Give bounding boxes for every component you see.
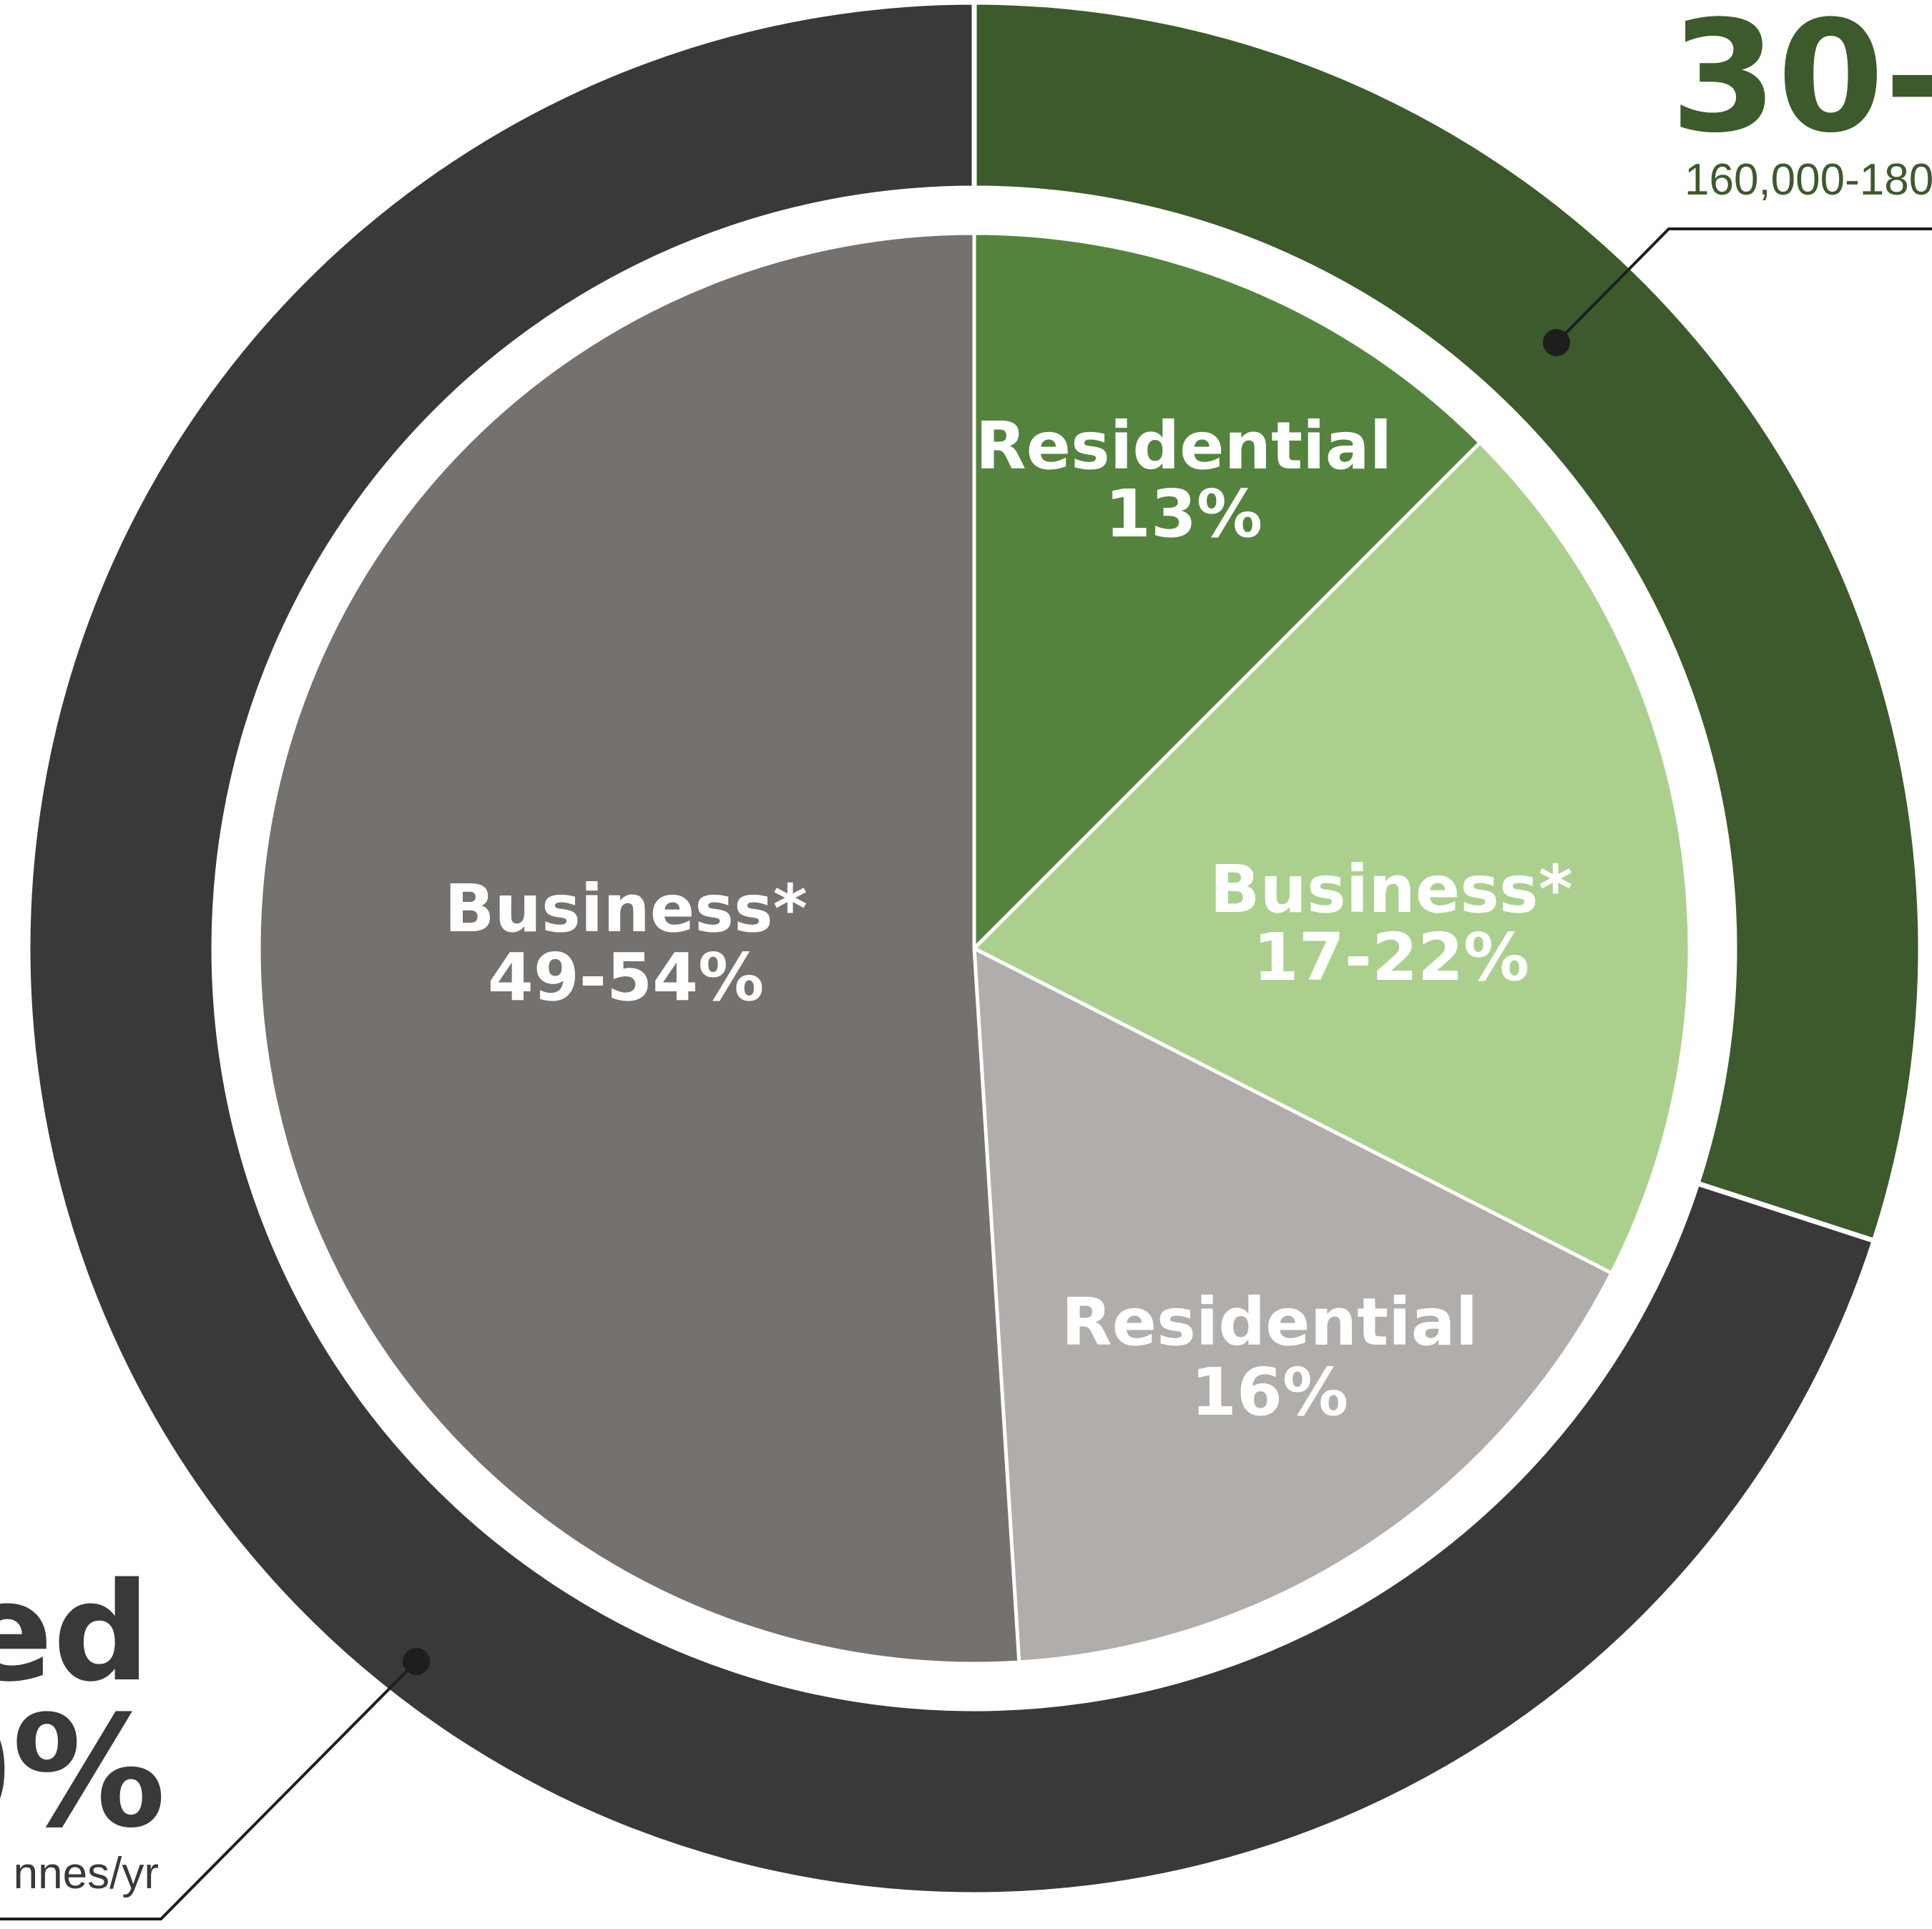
callout-top-value: 30-: [1670, 0, 1932, 167]
outer-ring: [25, 0, 1923, 1898]
pie-slice-2: [972, 946, 1614, 1664]
callout-top-right: 30- 160,000-180: [1543, 0, 1932, 356]
callout-bottom-title: ed: [0, 1553, 150, 1712]
slice-value-business-49-54: 49-54%: [488, 939, 764, 1016]
callout-top-dot: [1543, 329, 1570, 356]
pie-slice-0: [972, 231, 1482, 951]
callout-bottom-leader-line: [0, 1660, 418, 1920]
callout-bottom-value: 0%: [0, 1682, 166, 1862]
slice-label-residential-16: Residential: [1061, 1284, 1478, 1360]
ring-segment-1: [25, 0, 1878, 1898]
callout-bottom-left: ed 0% nnes/yr: [0, 1553, 430, 1920]
slice-label-residential-13: Residential: [976, 408, 1392, 484]
slice-label-business-17-22: Business*: [1210, 851, 1572, 928]
callout-top-leader-line: [1555, 227, 1932, 344]
slice-labels: Residential 13% Business* 17-22% Residen…: [444, 408, 1572, 1430]
inner-pie: [257, 231, 1692, 1666]
slice-value-residential-13: 13%: [1105, 476, 1262, 552]
ring-segment-0: [971, 0, 1923, 1245]
callout-bottom-tonnes: nnes/yr: [14, 1849, 159, 1898]
pie-slice-3: [257, 231, 1021, 1666]
callout-bottom-dot: [403, 1648, 430, 1675]
slice-value-business-17-22: 17-22%: [1253, 919, 1529, 996]
slice-label-business-49-54: Business*: [444, 870, 807, 947]
callout-top-tonnes: 160,000-180: [1685, 155, 1932, 205]
pie-slice-1: [972, 441, 1692, 1275]
slice-value-residential-16: 16%: [1191, 1354, 1348, 1430]
